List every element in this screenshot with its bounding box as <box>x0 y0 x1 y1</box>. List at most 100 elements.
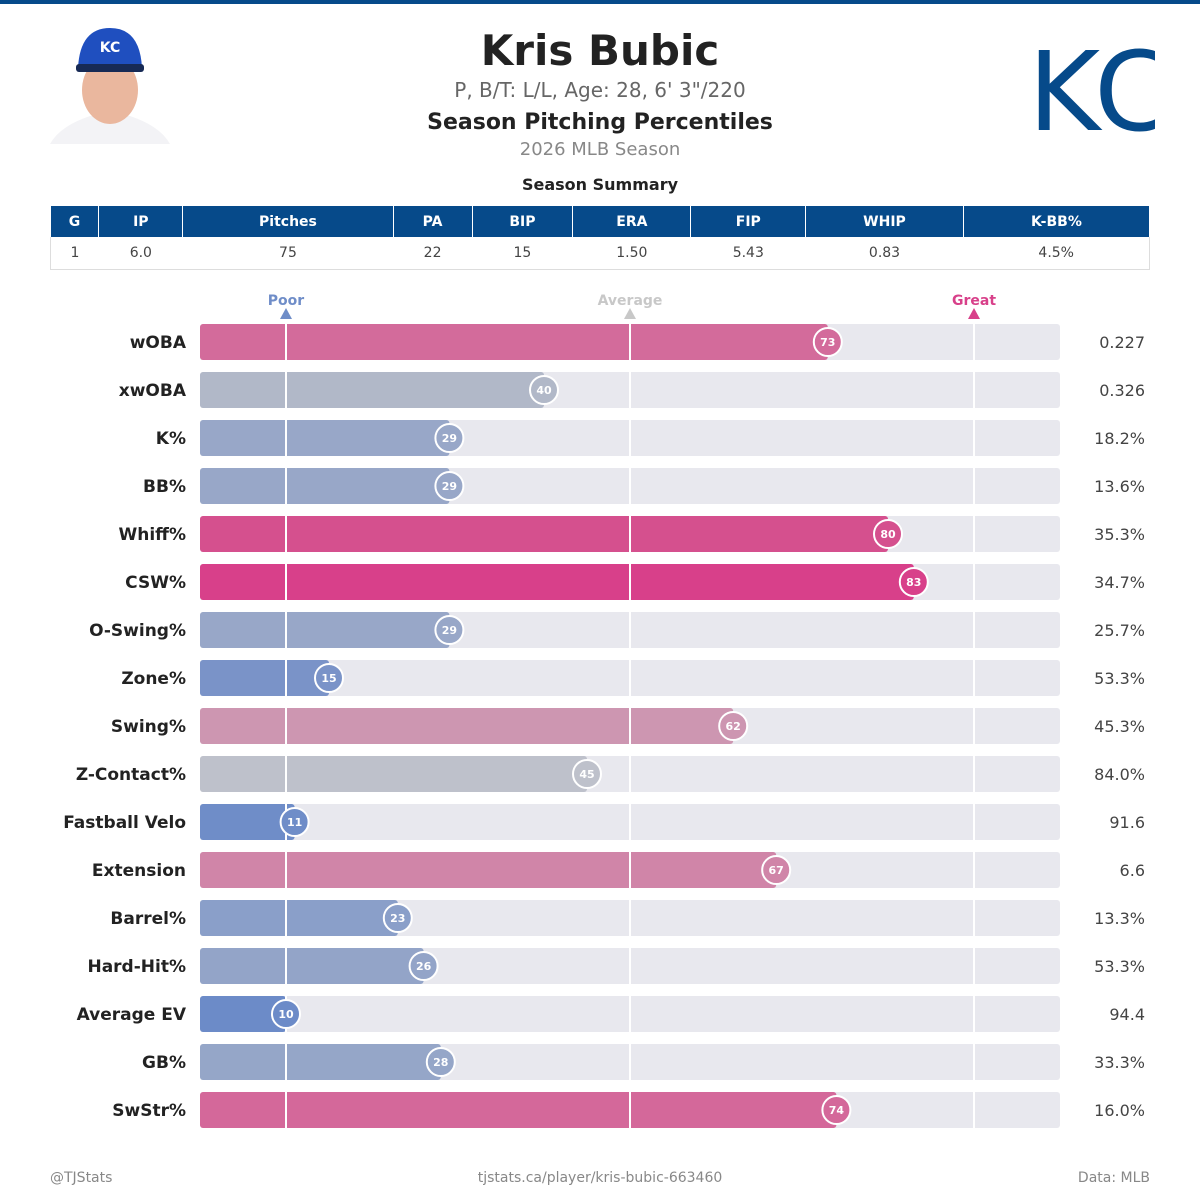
metric-label: Average EV <box>77 1005 187 1025</box>
percentile-bar <box>200 564 914 600</box>
stat-value: 53.3% <box>1094 669 1145 688</box>
stat-value: 13.3% <box>1094 909 1145 928</box>
percentile-bar <box>200 468 450 504</box>
percentile-bar <box>200 1092 837 1128</box>
stat-value: 94.4 <box>1109 1005 1145 1024</box>
percentile-bar <box>200 804 295 840</box>
percentile-bubble <box>408 951 439 981</box>
stat-value: 16.0% <box>1094 1101 1145 1120</box>
footer-url[interactable]: tjstats.ca/player/kris-bubic-663460 <box>477 1170 723 1186</box>
percentile-bubble <box>434 615 465 645</box>
percentile-bubble <box>572 759 602 789</box>
marker-triangle-icon <box>280 308 292 319</box>
top-accent-bar <box>0 0 1200 4</box>
percentile-bar <box>200 1044 441 1080</box>
percentile-bar <box>200 996 286 1032</box>
percentile-value: 45 <box>579 768 594 781</box>
percentile-bubble <box>382 903 413 933</box>
stat-value: 6.6 <box>1120 861 1145 880</box>
percentile-bar <box>200 756 587 792</box>
summary-value: 22 <box>393 237 473 270</box>
percentile-bubble <box>761 855 792 885</box>
marker-triangle-icon <box>968 308 980 319</box>
metric-label: Barrel% <box>110 909 186 929</box>
metric-label: BB% <box>143 477 186 497</box>
metric-label: K% <box>156 429 186 449</box>
percentile-bar <box>200 612 450 648</box>
metric-label: GB% <box>142 1053 186 1073</box>
metric-label: SwStr% <box>112 1101 186 1121</box>
percentile-value: 26 <box>416 960 432 973</box>
percentile-bubble <box>873 519 903 549</box>
summary-value: 75 <box>182 237 394 270</box>
percentile-value: 74 <box>829 1104 845 1117</box>
percentile-value: 10 <box>278 1008 294 1021</box>
percentile-value: 15 <box>321 672 336 685</box>
percentile-value: 80 <box>880 528 896 541</box>
marker-triangle-icon <box>624 308 636 319</box>
percentile-bar <box>200 708 734 744</box>
stat-value: 25.7% <box>1094 621 1145 640</box>
summary-header: FIP <box>690 206 807 237</box>
cap-logo: KC <box>100 40 121 56</box>
percentile-bubble <box>821 1095 852 1125</box>
player-headshot: KC <box>50 28 170 144</box>
percentile-bubble <box>434 471 465 501</box>
percentile-value: 29 <box>442 624 457 637</box>
percentile-bar <box>200 372 544 408</box>
metric-label: Extension <box>92 861 186 881</box>
summary-header: K-BB% <box>963 206 1151 237</box>
stat-value: 0.326 <box>1099 381 1145 400</box>
percentile-value: 67 <box>769 864 784 877</box>
summary-value: 1.50 <box>572 237 691 270</box>
percentile-value: 73 <box>820 336 835 349</box>
season-label: 2026 MLB Season <box>519 139 681 160</box>
percentile-bar <box>200 948 424 984</box>
metric-label: xwOBA <box>119 381 187 401</box>
metric-label: O-Swing% <box>89 621 186 641</box>
percentile-bar <box>200 420 450 456</box>
season-summary-table: G IP Pitches PA BIP ERA FIP WHIP K-BB% 1 6.0 75 22 15… <box>49 206 1151 270</box>
summary-header: BIP <box>472 206 574 237</box>
metric-label: Z-Contact% <box>76 765 186 785</box>
percentile-bubble <box>529 375 559 405</box>
percentile-value: 28 <box>433 1056 448 1069</box>
summary-value: 1 <box>49 237 99 270</box>
metric-label: Whiff% <box>119 525 187 545</box>
stat-value: 91.6 <box>1109 813 1145 832</box>
percentile-bubble <box>314 663 344 693</box>
percentile-bar <box>200 852 777 888</box>
percentile-bubble <box>434 423 465 453</box>
footer-handle: @TJStats <box>50 1170 113 1186</box>
percentile-value: 29 <box>442 432 457 445</box>
metric-label: wOBA <box>130 333 187 353</box>
summary-header: Pitches <box>182 206 394 237</box>
percentile-bar <box>200 516 888 552</box>
percentile-value: 62 <box>726 720 741 733</box>
percentile-value: 23 <box>390 912 405 925</box>
stat-value: 34.7% <box>1094 573 1145 592</box>
summary-value: 15 <box>472 237 573 270</box>
team-logo: KC <box>1028 28 1155 147</box>
footer-source: Data: MLB <box>1077 1170 1150 1186</box>
metric-label: Swing% <box>111 717 186 737</box>
stat-value: 35.3% <box>1094 525 1145 544</box>
marker-label: Great <box>952 293 996 309</box>
player-name: Kris Bubic <box>480 26 720 75</box>
metric-label: Zone% <box>121 669 186 689</box>
marker-label: Average <box>598 293 663 309</box>
svg-text:KC: KC <box>1028 28 1155 147</box>
marker-label: Poor <box>268 293 304 309</box>
stat-value: 53.3% <box>1094 957 1145 976</box>
chart-subtitle: Season Pitching Percentiles <box>427 110 773 135</box>
summary-title: Season Summary <box>521 175 679 194</box>
percentile-bubble <box>718 711 749 741</box>
summary-header: WHIP <box>805 206 964 237</box>
stat-value: 84.0% <box>1094 765 1145 784</box>
percentile-bubble <box>898 567 929 597</box>
percentile-bubble <box>279 807 310 837</box>
percentile-bar <box>200 660 329 696</box>
summary-header: PA <box>393 206 473 237</box>
